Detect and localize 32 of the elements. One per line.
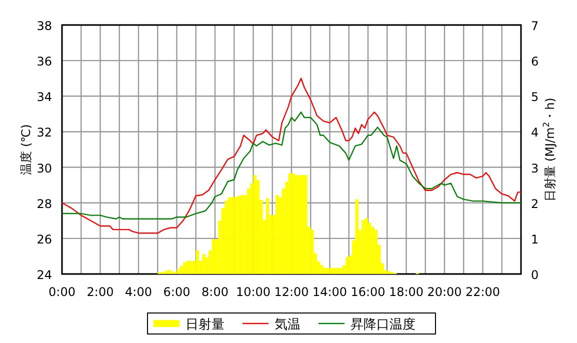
legend-label: 気温 <box>274 318 300 332</box>
y-tick-label: 32 <box>36 126 52 140</box>
y-tick-label: 24 <box>36 268 52 282</box>
y-tick-label: 38 <box>36 19 52 33</box>
y2-tick-label: 5 <box>531 90 539 104</box>
x-tick-label: 6:00 <box>163 285 190 299</box>
y2-tick-label: 1 <box>531 232 539 246</box>
x-tick-label: 14:00 <box>312 285 348 299</box>
y-tick-label: 30 <box>36 161 52 176</box>
y2-tick-label: 4 <box>531 126 539 140</box>
legend-label: 日射量 <box>186 318 224 332</box>
x-tick-label: 2:00 <box>86 285 114 299</box>
x-tick-label: 20:00 <box>427 285 462 299</box>
legend-label: 昇降口温度 <box>350 316 416 332</box>
x-tick-label: 16:00 <box>350 285 386 299</box>
x-tick-label: 12:00 <box>274 285 309 299</box>
y2-tick-label: 3 <box>531 161 539 176</box>
y-axis-title: 温度 (℃) <box>19 124 33 175</box>
y-tick-label: 34 <box>36 90 52 104</box>
x-tick-label: 22:00 <box>465 285 500 299</box>
y2-tick-label: 2 <box>531 196 539 211</box>
x-tick-label: 18:00 <box>388 285 424 299</box>
x-tick-label: 10:00 <box>236 285 271 299</box>
x-tick-label: 4:00 <box>125 285 152 299</box>
y-tick-label: 26 <box>36 232 52 246</box>
y-tick-label: 36 <box>36 54 52 69</box>
y-tick-label: 28 <box>36 196 52 211</box>
x-tick-label: 8:00 <box>202 285 228 299</box>
x-tick-label: 0:00 <box>48 285 76 299</box>
y2-tick-label: 6 <box>531 54 539 69</box>
y2-tick-label: 7 <box>531 19 539 33</box>
y2-tick-label: 0 <box>531 268 539 282</box>
